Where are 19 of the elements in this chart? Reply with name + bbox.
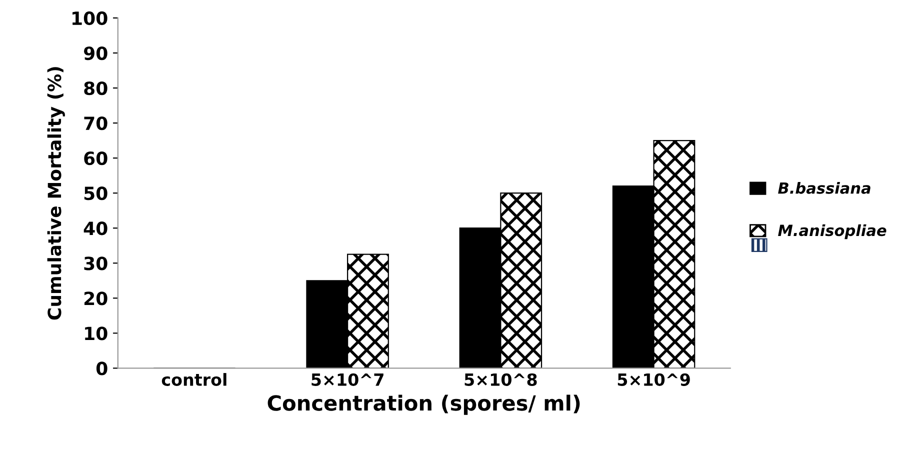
y-tick-label: 10 xyxy=(85,326,108,340)
y-tick-label: 80 xyxy=(84,81,108,96)
x-axis-title: Concentration (spores/ ml) xyxy=(268,394,580,415)
y-tick-label: 40 xyxy=(84,222,108,236)
y-tick-label: 0 xyxy=(96,362,108,376)
y-tick-label: 100 xyxy=(72,11,108,26)
y-axis-title: Cumulative Mortality (%) xyxy=(47,67,65,320)
y-tick-label: 30 xyxy=(84,256,108,270)
y-tick-label: 90 xyxy=(84,46,108,60)
y-tick-label: 60 xyxy=(84,152,108,166)
y-tick-label: 70 xyxy=(84,116,108,130)
y-tick-label: 50 xyxy=(84,186,108,200)
x-tick-label: 5×10^7 xyxy=(312,373,384,386)
legend-label: B.bassiana xyxy=(778,182,870,194)
legend-label: M.anisopliae xyxy=(778,224,886,240)
x-tick-label: 5×10^8 xyxy=(464,373,537,386)
y-tick-label: 20 xyxy=(84,292,108,306)
x-tick-label: control xyxy=(162,373,226,386)
x-tick-label: 5×10^9 xyxy=(618,373,690,386)
